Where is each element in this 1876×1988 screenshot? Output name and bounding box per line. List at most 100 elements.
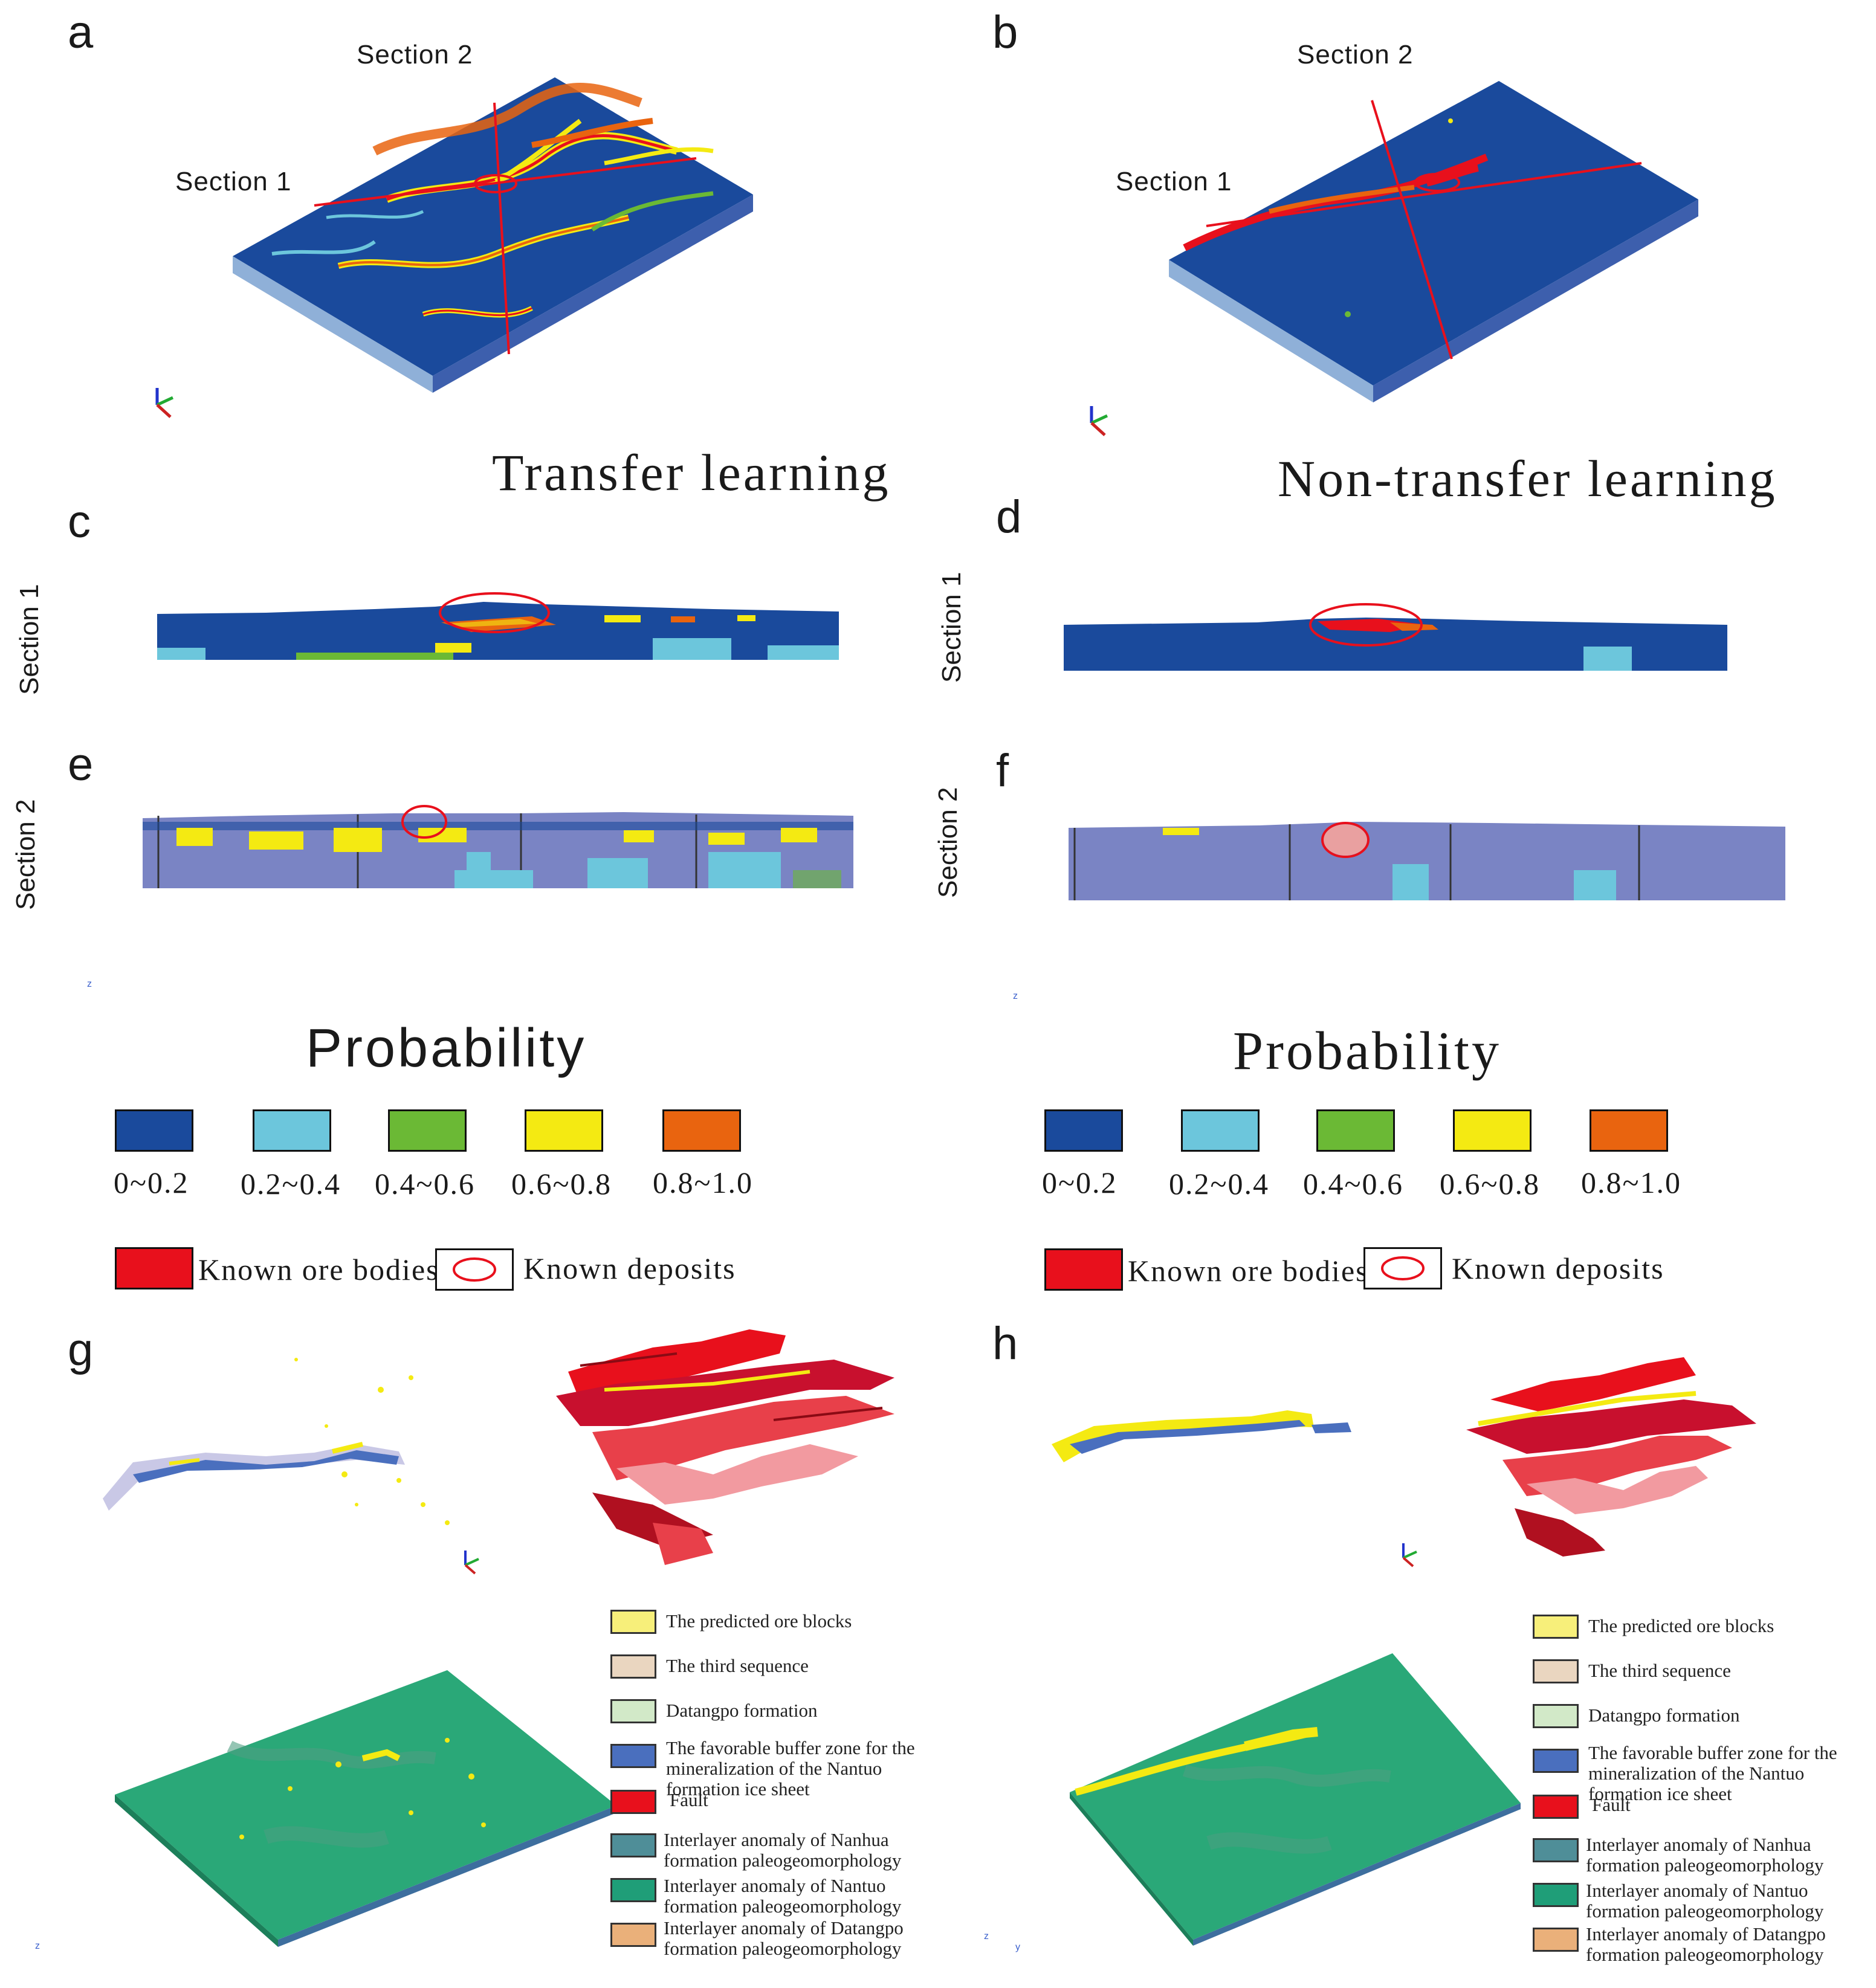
layer-label-fault-right: Fault xyxy=(1592,1794,1631,1815)
layer-label-nantuo-right: Interlayer anomaly of Nantuo formation p… xyxy=(1586,1880,1824,1922)
panel-a-3d-model xyxy=(233,77,753,393)
legend-label-0.6-0.8-right: 0.6~0.8 xyxy=(1440,1167,1541,1201)
layer-label-predicted-left: The predicted ore blocks xyxy=(666,1610,852,1631)
layer-swatch-nanhua-right xyxy=(1533,1838,1579,1862)
panel-h-ore-blocks-view xyxy=(1052,1410,1351,1462)
legend-swatch-0.8-1.0-left xyxy=(662,1109,741,1152)
non-transfer-learning-title: Non-transfer learning xyxy=(1278,450,1777,508)
panel-label-h: h xyxy=(992,1318,1018,1369)
panel-g-z-axis-glyph: z xyxy=(35,1941,40,1951)
layer-label-buffer-zone-right: The favorable buffer zone for the minera… xyxy=(1588,1742,1837,1804)
panel-e-section2-vlabel: Section 2 xyxy=(11,799,40,910)
panel-c-section-profile xyxy=(157,592,839,660)
panel-g-ore-blocks-view xyxy=(103,1358,450,1525)
layer-swatch-datangpo-anomaly-left xyxy=(610,1923,656,1947)
panel-a-section1-label: Section 1 xyxy=(175,167,292,196)
legend-swatch-0.6-0.8-left xyxy=(525,1109,603,1152)
layer-swatch-datangpo-left xyxy=(610,1699,656,1723)
layer-swatch-nanhua-left xyxy=(610,1833,656,1857)
legend-swatch-0.8-1.0-right xyxy=(1590,1109,1668,1152)
panel-g-fault-view xyxy=(556,1329,894,1565)
legend-swatch-0.2-0.4-right xyxy=(1181,1109,1260,1152)
layer-swatch-datangpo-anomaly-right xyxy=(1533,1928,1579,1952)
known-ore-bodies-swatch-left xyxy=(115,1247,193,1289)
legend-label-0.4-0.6-left: 0.4~0.6 xyxy=(375,1167,476,1201)
layer-label-fault-left: Fault xyxy=(670,1789,708,1810)
layer-label-datangpo-right: Datangpo formation xyxy=(1588,1705,1740,1726)
panel-g-axis-gizmo xyxy=(464,1551,479,1575)
probability-title-right: Probability xyxy=(1233,1021,1501,1081)
panel-f-section2-vlabel: Section 2 xyxy=(933,787,963,898)
legend-label-0-0.2-right: 0~0.2 xyxy=(1042,1166,1118,1199)
legend-label-0.8-1.0-right: 0.8~1.0 xyxy=(1581,1166,1682,1199)
layer-swatch-third-sequence-left xyxy=(610,1654,656,1679)
panel-label-d: d xyxy=(996,491,1022,543)
layer-label-datangpo-left: Datangpo formation xyxy=(666,1700,818,1721)
layer-label-datangpo-anomaly-left: Interlayer anomaly of Datangpo formation… xyxy=(664,1917,904,1959)
legend-label-0.8-1.0-left: 0.8~1.0 xyxy=(653,1166,754,1199)
panel-c-section1-vlabel: Section 1 xyxy=(15,584,44,695)
panel-h-axis-gizmo xyxy=(1402,1543,1417,1567)
panel-f-section-profile xyxy=(1069,822,1785,900)
legend-label-0.2-0.4-left: 0.2~0.4 xyxy=(241,1167,341,1201)
layer-swatch-third-sequence-right xyxy=(1533,1659,1579,1683)
panel-b-axis-gizmo xyxy=(1090,406,1108,436)
panel-label-a: a xyxy=(68,7,94,58)
legend-swatch-0.4-0.6-left xyxy=(388,1109,467,1152)
legend-label-0.4-0.6-right: 0.4~0.6 xyxy=(1303,1167,1404,1201)
known-ore-bodies-swatch-right xyxy=(1044,1248,1123,1291)
layer-swatch-nantuo-left xyxy=(610,1878,656,1902)
layer-label-third-sequence-right: The third sequence xyxy=(1588,1660,1731,1681)
panel-h-z-axis-glyph: z xyxy=(984,1931,989,1941)
layer-swatch-datangpo-right xyxy=(1533,1704,1579,1728)
layer-swatch-buffer-zone-left xyxy=(610,1744,656,1768)
layer-label-predicted-right: The predicted ore blocks xyxy=(1588,1615,1774,1636)
known-deposits-label-right: Known deposits xyxy=(1452,1251,1664,1285)
known-deposits-label-left: Known deposits xyxy=(523,1251,736,1285)
panel-h-y-axis-glyph: y xyxy=(1015,1942,1020,1952)
known-ore-bodies-label-right: Known ore bodies xyxy=(1128,1254,1369,1288)
layer-swatch-buffer-zone-right xyxy=(1533,1749,1579,1773)
panel-label-g: g xyxy=(68,1324,94,1375)
panel-a-section2-label: Section 2 xyxy=(357,40,473,69)
layer-swatch-fault-right xyxy=(1533,1795,1579,1819)
panel-label-f: f xyxy=(996,745,1009,796)
panel-h-terrain-surface xyxy=(1070,1653,1521,1946)
panel-h-fault-view xyxy=(1466,1357,1756,1557)
layer-swatch-nantuo-right xyxy=(1533,1883,1579,1907)
legend-label-0-0.2-left: 0~0.2 xyxy=(114,1166,189,1199)
legend-swatch-0.2-0.4-left xyxy=(253,1109,331,1152)
legend-swatch-0.4-0.6-right xyxy=(1316,1109,1395,1152)
layer-label-third-sequence-left: The third sequence xyxy=(666,1655,809,1676)
panel-d-section-profile xyxy=(1064,603,1727,671)
panel-e-z-axis-glyph: z xyxy=(87,979,92,989)
legend-label-0.6-0.8-left: 0.6~0.8 xyxy=(511,1167,612,1201)
legend-swatch-0-0.2-left xyxy=(115,1109,193,1152)
panel-g-terrain-surface xyxy=(115,1670,616,1947)
layer-label-nanhua-left: Interlayer anomaly of Nanhua formation p… xyxy=(664,1829,902,1871)
panel-b-section1-label: Section 1 xyxy=(1116,167,1232,196)
layer-swatch-predicted-right xyxy=(1533,1615,1579,1639)
layer-swatch-fault-left xyxy=(610,1790,656,1814)
panel-a-axis-gizmo xyxy=(155,388,174,418)
transfer-learning-title: Transfer learning xyxy=(492,444,891,502)
panel-label-b: b xyxy=(992,7,1018,58)
panel-b-section2-label: Section 2 xyxy=(1297,40,1414,69)
known-ore-bodies-label-left: Known ore bodies xyxy=(198,1253,439,1286)
legend-swatch-0.6-0.8-right xyxy=(1453,1109,1532,1152)
layer-label-nantuo-left: Interlayer anomaly of Nantuo formation p… xyxy=(664,1875,902,1917)
probability-title-left: Probability xyxy=(306,1018,587,1079)
legend-label-0.2-0.4-right: 0.2~0.4 xyxy=(1169,1167,1270,1201)
panel-label-e: e xyxy=(68,739,94,790)
layer-label-nanhua-right: Interlayer anomaly of Nanhua formation p… xyxy=(1586,1834,1824,1876)
panel-b-3d-model xyxy=(1169,81,1698,402)
known-deposits-symbol-right xyxy=(1363,1247,1442,1289)
panel-f-z-axis-glyph: z xyxy=(1013,991,1018,1001)
layer-label-datangpo-anomaly-right: Interlayer anomaly of Datangpo formation… xyxy=(1586,1923,1826,1965)
panel-e-section-profile xyxy=(143,805,853,888)
panel-d-section1-vlabel: Section 1 xyxy=(937,572,966,683)
panel-label-c: c xyxy=(68,496,91,547)
layer-label-buffer-zone-left: The favorable buffer zone for the minera… xyxy=(666,1737,915,1799)
layer-swatch-predicted-left xyxy=(610,1610,656,1634)
legend-swatch-0-0.2-right xyxy=(1044,1109,1123,1152)
